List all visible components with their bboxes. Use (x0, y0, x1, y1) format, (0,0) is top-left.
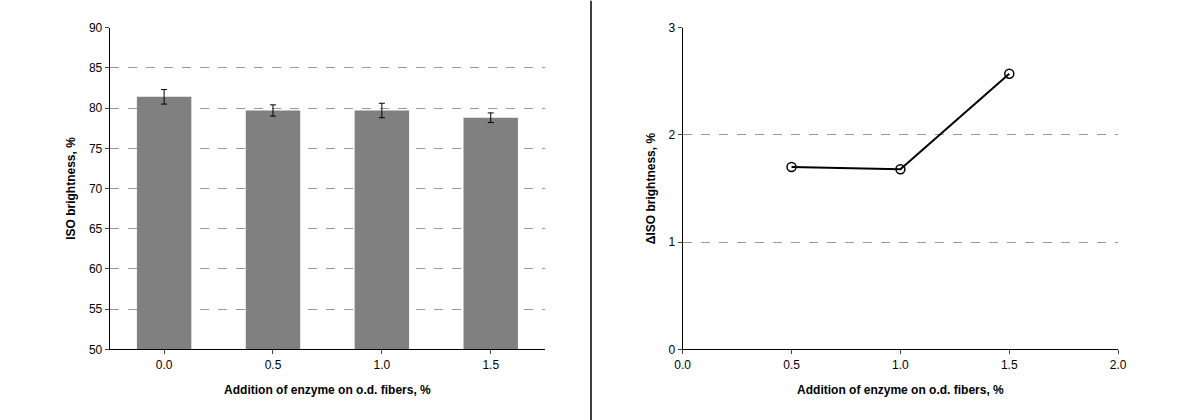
svg-text:1.5: 1.5 (482, 358, 499, 372)
svg-text:65: 65 (89, 222, 103, 236)
svg-text:1: 1 (669, 235, 676, 249)
svg-text:Addition of enzyme on o.d. fib: Addition of enzyme on o.d. fibers, % (224, 383, 431, 397)
svg-text:60: 60 (89, 262, 103, 276)
svg-text:ISO brightness, %: ISO brightness, % (64, 137, 78, 240)
svg-text:1.0: 1.0 (892, 358, 909, 372)
svg-text:1.0: 1.0 (374, 358, 391, 372)
svg-text:90: 90 (89, 21, 103, 35)
svg-text:50: 50 (89, 343, 103, 357)
svg-text:55: 55 (89, 302, 103, 316)
svg-text:0.5: 0.5 (783, 358, 800, 372)
svg-text:2.0: 2.0 (1110, 358, 1127, 372)
svg-text:1.5: 1.5 (1001, 358, 1018, 372)
svg-text:80: 80 (89, 101, 103, 115)
svg-text:Addition of enzyme on o.d. fib: Addition of enzyme on o.d. fibers, % (797, 383, 1004, 397)
svg-text:75: 75 (89, 142, 103, 156)
svg-text:85: 85 (89, 61, 103, 75)
svg-text:0.5: 0.5 (265, 358, 282, 372)
svg-text:70: 70 (89, 182, 103, 196)
svg-text:0: 0 (669, 343, 676, 357)
svg-text:0.0: 0.0 (674, 358, 691, 372)
svg-text:2: 2 (669, 128, 676, 142)
svg-text:3: 3 (669, 21, 676, 35)
svg-text:0.0: 0.0 (156, 358, 173, 372)
svg-text:ΔISO brightness, %: ΔISO brightness, % (644, 133, 658, 245)
